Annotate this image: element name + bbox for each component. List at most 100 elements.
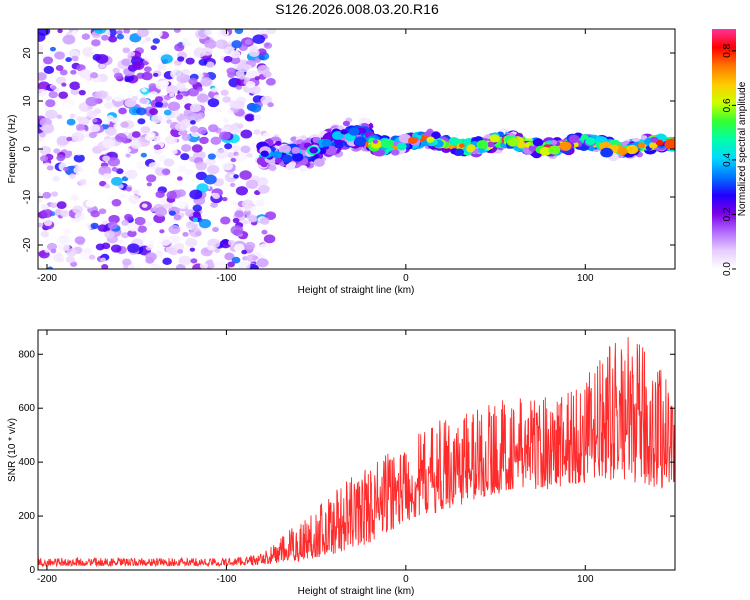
spectral-blob [230,56,241,65]
spectrogram-x-label: Height of straight line (km) [298,285,415,296]
spectral-blob [262,132,271,139]
spectral-blob [157,63,167,71]
spectral-blob [285,163,296,171]
spectral-blob [187,87,199,97]
spectral-blob [101,264,109,269]
spectral-blob [230,182,236,188]
spectrogram-y-label: Frequency (Hz) [7,115,18,184]
spectral-blob [246,153,253,158]
spectral-blob [372,139,379,144]
spectral-blob [148,83,158,90]
spectral-blob [137,225,147,233]
spectral-blob [207,153,216,160]
spectral-blob [177,249,184,254]
spectral-blob [38,72,47,81]
spectral-blob [164,94,172,101]
spectral-blob [166,85,179,95]
spectral-blob [454,148,465,156]
spectral-blob [63,103,74,111]
spectral-blob [398,133,412,144]
spectral-blob [148,132,156,138]
spectral-blob [59,209,70,218]
spectral-blob [162,257,172,265]
colorbar-tick-label: 0.8 [722,43,733,57]
spectral-blob [74,236,86,245]
spectral-blob [43,65,55,74]
spectral-blob [42,56,54,65]
spectral-blob [150,264,162,269]
spectral-blob [274,157,282,164]
spectral-blob [70,194,79,201]
spectral-blob [86,179,98,189]
spectral-blob [221,238,230,245]
spectral-blob [145,252,157,262]
spectral-blob [63,166,69,172]
spectral-blob [234,29,244,35]
spectral-blob [650,136,659,143]
spectral-blob [99,104,106,110]
spectral-blob [258,55,266,61]
spectral-blob [107,157,121,167]
spectral-blob [98,208,107,215]
spectral-blob [100,257,106,263]
spectral-blob [238,73,246,80]
spectral-blob [249,45,258,52]
spectral-blob [163,109,172,116]
spectral-blob [189,103,202,113]
spectral-blob [104,184,111,189]
spectral-blob [45,99,56,108]
y-tick-label: 20 [22,47,33,59]
spectral-blob [124,213,133,221]
spectral-blob [82,46,96,57]
spectral-blob [166,119,172,124]
spectral-blob [171,149,178,155]
spectral-blob [240,129,253,139]
spectral-blob [585,137,596,146]
spectral-blob [238,260,251,269]
spectral-blob [190,120,196,125]
spectral-blob [195,161,207,171]
spectral-blob [108,35,118,43]
colorbar-tick-label: 0.6 [722,98,733,112]
spectral-blob [539,146,552,156]
spectral-blob [299,165,308,172]
spectral-blob [122,33,131,40]
spectral-blob [207,164,220,175]
spectral-blob [568,134,580,143]
spectral-blob [180,153,190,161]
spectral-blob [204,29,212,36]
x-tick-label: 100 [577,273,594,284]
spectral-blob [257,64,270,75]
spectral-blob [153,136,161,142]
x-tick-label: -200 [37,574,57,585]
spectral-blob [85,96,99,107]
spectral-blob [176,73,190,84]
spectral-blob [158,235,172,246]
spectral-blob [90,72,99,79]
spectral-blob [354,136,367,146]
spectral-blob [189,125,199,133]
spectral-blob [182,231,189,237]
spectral-blob [231,256,241,264]
x-tick-label: 0 [403,574,409,585]
spectral-blob [102,120,109,125]
spectral-blob [160,54,173,64]
spectral-blob [78,89,86,96]
spectral-blob [114,132,128,143]
spectral-blob [127,243,140,254]
spectral-blob [212,227,219,233]
spectral-blob [189,247,196,252]
spectral-blob [172,68,183,77]
spectral-blob [72,205,84,214]
colorbar-label: Normalized spectral amplitude [737,81,748,216]
spectral-blob [255,199,265,208]
spectral-blob [466,144,476,152]
spectral-blob [71,30,79,36]
spectral-blob [89,124,101,133]
spectral-blob [65,57,72,63]
spectral-blob [133,61,145,70]
spectral-blob [249,103,262,113]
spectral-blob [230,225,244,236]
spectral-blob [532,138,544,147]
